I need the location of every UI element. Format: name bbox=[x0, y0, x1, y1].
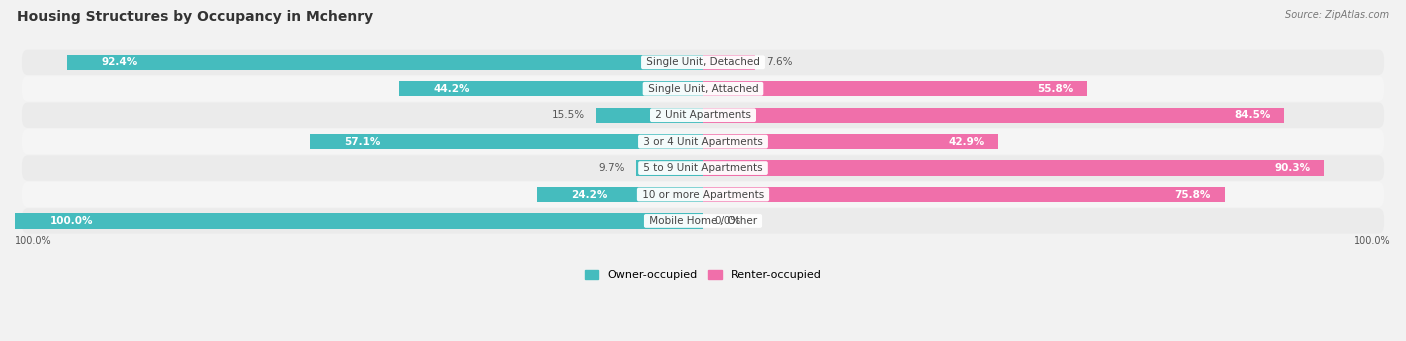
Bar bbox=[537, 187, 703, 202]
Text: 5 to 9 Unit Apartments: 5 to 9 Unit Apartments bbox=[640, 163, 766, 173]
Text: 2 Unit Apartments: 2 Unit Apartments bbox=[652, 110, 754, 120]
Text: 100.0%: 100.0% bbox=[15, 236, 52, 246]
Bar bbox=[703, 107, 1284, 123]
Text: 9.7%: 9.7% bbox=[599, 163, 626, 173]
Bar bbox=[596, 107, 703, 123]
Bar bbox=[703, 160, 1324, 176]
Text: Source: ZipAtlas.com: Source: ZipAtlas.com bbox=[1285, 10, 1389, 20]
Bar bbox=[703, 55, 755, 70]
FancyBboxPatch shape bbox=[22, 208, 1384, 234]
Text: 55.8%: 55.8% bbox=[1036, 84, 1073, 94]
Legend: Owner-occupied, Renter-occupied: Owner-occupied, Renter-occupied bbox=[585, 270, 821, 280]
Bar bbox=[703, 134, 998, 149]
Bar bbox=[399, 81, 703, 97]
FancyBboxPatch shape bbox=[22, 182, 1384, 207]
Text: 84.5%: 84.5% bbox=[1234, 110, 1271, 120]
Text: Mobile Home / Other: Mobile Home / Other bbox=[645, 216, 761, 226]
Text: 100.0%: 100.0% bbox=[49, 216, 93, 226]
Text: 24.2%: 24.2% bbox=[571, 190, 607, 199]
FancyBboxPatch shape bbox=[22, 76, 1384, 101]
Text: 57.1%: 57.1% bbox=[344, 137, 381, 147]
Text: 92.4%: 92.4% bbox=[101, 57, 138, 67]
Text: 75.8%: 75.8% bbox=[1174, 190, 1211, 199]
FancyBboxPatch shape bbox=[22, 103, 1384, 128]
Text: 42.9%: 42.9% bbox=[948, 137, 984, 147]
Text: 100.0%: 100.0% bbox=[1354, 236, 1391, 246]
Text: Single Unit, Attached: Single Unit, Attached bbox=[644, 84, 762, 94]
Text: 0.0%: 0.0% bbox=[714, 216, 740, 226]
Bar bbox=[703, 81, 1087, 97]
Bar bbox=[15, 213, 703, 228]
Text: 15.5%: 15.5% bbox=[553, 110, 585, 120]
Text: 44.2%: 44.2% bbox=[433, 84, 470, 94]
Text: 7.6%: 7.6% bbox=[766, 57, 793, 67]
Bar bbox=[637, 160, 703, 176]
Text: 10 or more Apartments: 10 or more Apartments bbox=[638, 190, 768, 199]
Text: Housing Structures by Occupancy in Mchenry: Housing Structures by Occupancy in Mchen… bbox=[17, 10, 373, 24]
Bar bbox=[67, 55, 703, 70]
Text: Single Unit, Detached: Single Unit, Detached bbox=[643, 57, 763, 67]
FancyBboxPatch shape bbox=[22, 129, 1384, 154]
FancyBboxPatch shape bbox=[22, 155, 1384, 181]
Text: 3 or 4 Unit Apartments: 3 or 4 Unit Apartments bbox=[640, 137, 766, 147]
Text: 90.3%: 90.3% bbox=[1274, 163, 1310, 173]
Bar bbox=[311, 134, 703, 149]
Bar bbox=[703, 187, 1225, 202]
FancyBboxPatch shape bbox=[22, 50, 1384, 75]
